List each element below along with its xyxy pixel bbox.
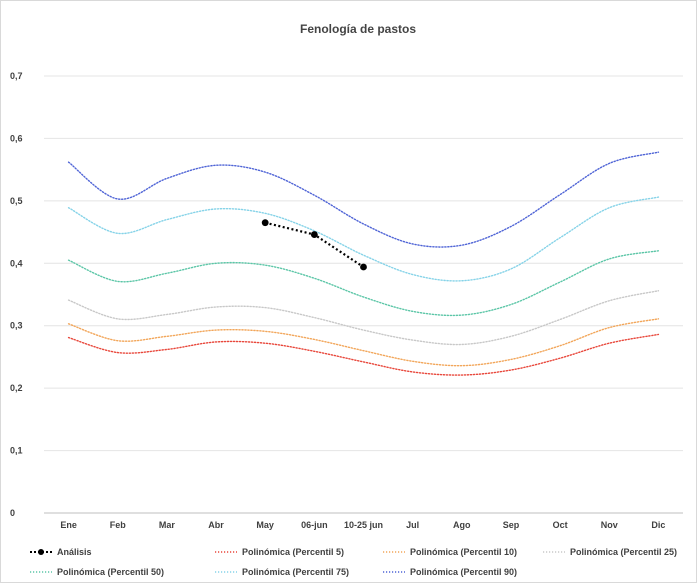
series-lines — [67, 151, 660, 376]
legend-item: Polinómica (Percentil 90) — [383, 567, 517, 577]
legend-item: Polinómica (Percentil 25) — [543, 547, 677, 557]
x-tick-label: Jul — [406, 520, 419, 530]
y-tick-label: 0,7 — [10, 71, 23, 81]
legend-item: Polinómica (Percentil 50) — [30, 567, 164, 577]
x-tick-label: Sep — [503, 520, 520, 530]
x-tick-label: Abr — [208, 520, 224, 530]
series-line — [67, 250, 660, 317]
series-line — [67, 151, 660, 248]
series-line — [67, 290, 660, 346]
y-tick-label: 0,5 — [10, 196, 23, 206]
y-tick-label: 0,4 — [10, 258, 23, 268]
legend-item: Análisis — [30, 547, 92, 557]
data-point-analisis — [261, 219, 269, 227]
x-tick-label: 06-jun — [301, 520, 328, 530]
y-tick-label: 0,2 — [10, 383, 23, 393]
legend-label: Polinómica (Percentil 90) — [410, 567, 517, 577]
x-tick-label: Ago — [453, 520, 471, 530]
legend-marker — [38, 549, 44, 555]
x-tick-label: Feb — [110, 520, 127, 530]
x-tick-label: May — [256, 520, 274, 530]
x-tick-label: Nov — [601, 520, 618, 530]
series-line — [67, 333, 660, 376]
data-point-analisis — [310, 231, 318, 238]
series-line — [67, 318, 660, 367]
legend-item: Polinómica (Percentil 75) — [215, 567, 349, 577]
y-tick-label: 0 — [10, 508, 15, 518]
y-tick-label: 0,1 — [10, 446, 23, 456]
y-tick-label: 0,3 — [10, 321, 23, 331]
legend-label: Polinómica (Percentil 50) — [57, 567, 164, 577]
legend-label: Polinómica (Percentil 25) — [570, 547, 677, 557]
legend-label: Polinómica (Percentil 75) — [242, 567, 349, 577]
legend-item: Polinómica (Percentil 10) — [383, 547, 517, 557]
legend: Análisis Polinómica (Percentil 5) Polinómi… — [30, 547, 677, 577]
legend-label: Análisis — [57, 547, 92, 557]
legend-label: Polinómica (Percentil 5) — [242, 547, 344, 557]
chart-title: Fenología de pastos — [300, 22, 416, 36]
y-tick-label: 0,6 — [10, 133, 23, 143]
x-tick-label: 10-25 jun — [344, 520, 383, 530]
gridlines — [44, 75, 683, 514]
series-line — [67, 196, 660, 282]
x-tick-label: Oct — [553, 520, 568, 530]
x-axis-ticks: Ene Feb Mar Abr May 06-jun 10-25 jun Jul Ago Sep O… — [60, 520, 665, 530]
legend-label: Polinómica (Percentil 10) — [410, 547, 517, 557]
data-point-analisis — [360, 263, 367, 271]
legend-item: Polinómica (Percentil 5) — [215, 547, 344, 557]
x-tick-label: Ene — [60, 520, 77, 530]
x-tick-label: Mar — [159, 520, 176, 530]
x-tick-label: Dic — [651, 520, 665, 530]
y-axis-ticks: 0 0,1 0,2 0,3 0,4 0,5 0,6 0,7 — [10, 71, 23, 518]
